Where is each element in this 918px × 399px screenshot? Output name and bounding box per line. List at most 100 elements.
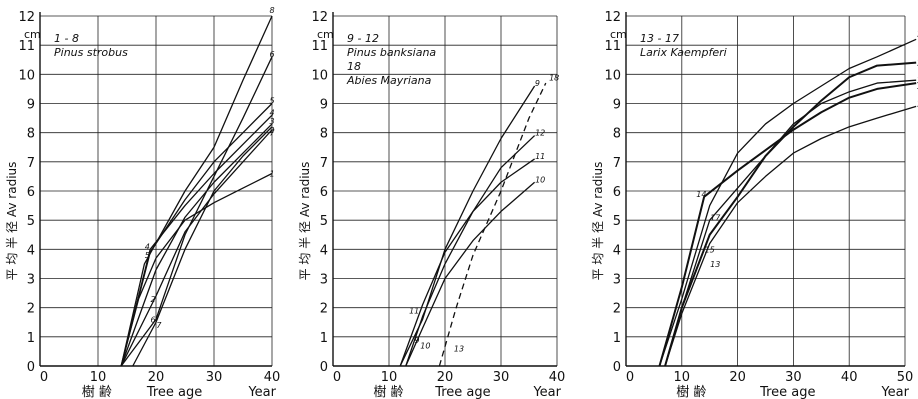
series-label: 3 [269, 117, 274, 126]
series-label: 4 [145, 242, 150, 251]
series-line-11 [399, 158, 535, 367]
y-tick-label: 6 [613, 185, 621, 200]
x-tick-label: 30 [493, 370, 510, 385]
y-axis-label: 平 均 半 径 Av radius [591, 162, 605, 281]
y-tick-label: 5 [613, 214, 621, 229]
chart-title-line: 1 - 8 [54, 32, 79, 45]
y-tick-label: 2 [613, 302, 621, 317]
y-tick-label: 12 [18, 10, 35, 25]
series-line-7 [132, 126, 273, 367]
series-line-14 [658, 82, 917, 367]
y-unit-label: cm [317, 28, 334, 41]
y-tick-label: 8 [27, 127, 35, 142]
x-axis-unit-label: Year [247, 385, 276, 399]
y-tick-label: 9 [320, 98, 328, 113]
y-tick-label: 11 [311, 39, 328, 54]
series-label: 13 [917, 100, 918, 109]
y-unit-label: cm [24, 28, 41, 41]
series-label: 5 [145, 251, 150, 260]
series-label: 6 [269, 50, 274, 59]
chart-title-line: 18 [347, 60, 361, 73]
y-tick-label: 9 [27, 98, 35, 113]
y-tick-label: 10 [18, 68, 35, 83]
x-axis-label: Tree age [146, 385, 202, 399]
series-label: 17 [710, 213, 721, 222]
chart-title-line: 9 - 12 [347, 32, 379, 45]
chart-title-line: Abies Mayriana [346, 74, 432, 87]
series-line-3 [120, 123, 273, 367]
y-tick-label: 3 [613, 273, 621, 288]
y-tick-label: 1 [27, 331, 35, 346]
x-axis-label: Tree age [759, 385, 815, 399]
series-label: 11 [535, 152, 545, 161]
series-line-10 [405, 181, 536, 367]
series-line-4 [120, 114, 273, 367]
series-label: 8 [269, 6, 274, 15]
series-label: 14 [696, 190, 706, 199]
series-label: 15 [705, 245, 715, 254]
x-tick-label: 10 [381, 370, 398, 385]
y-tick-label: 7 [27, 156, 35, 171]
series-line-6 [120, 56, 273, 367]
series-label: 4 [269, 108, 274, 117]
x-tick-label: 10 [674, 370, 691, 385]
y-tick-label: 0 [320, 360, 328, 375]
y-tick-label: 10 [604, 68, 621, 83]
series-label: 10 [535, 175, 545, 184]
y-tick-label: 0 [27, 360, 35, 375]
y-axis-label: 平 均 半 径 Av radius [298, 162, 312, 281]
x-tick-label: 30 [785, 370, 802, 385]
x-tick-label: 40 [841, 370, 858, 385]
series-label: 6 [151, 315, 156, 324]
x-tick-label: 40 [549, 370, 566, 385]
x-tick-label: 40 [264, 370, 281, 385]
y-tick-label: 12 [311, 10, 328, 25]
y-tick-label: 1 [613, 331, 621, 346]
series-label: 2 [269, 126, 274, 135]
series-label: 1 [269, 170, 274, 179]
series-line-2 [120, 129, 273, 367]
x-tick-label: 0 [40, 370, 48, 385]
series-label: 10 [420, 342, 430, 351]
x-axis-unit-label: Year [532, 385, 561, 399]
series-line-13 [438, 82, 547, 367]
series-label: 13 [710, 260, 720, 269]
y-tick-label: 0 [613, 360, 621, 375]
series-label: 16 [917, 30, 918, 39]
series-label: 13 [454, 345, 464, 354]
y-tick-label: 5 [320, 214, 328, 229]
series-label: 11 [409, 307, 419, 316]
y-tick-label: 1 [320, 331, 328, 346]
y-tick-label: 3 [320, 273, 328, 288]
series-label: 2 [151, 295, 156, 304]
y-tick-label: 9 [613, 98, 621, 113]
series-label: 5 [269, 97, 274, 106]
x-tick-label: 10 [90, 370, 107, 385]
y-tick-label: 5 [27, 214, 35, 229]
series-line-17 [664, 79, 917, 367]
x-axis-label-jp: 樹 齢 [82, 385, 112, 399]
chart-title-line: 13 - 17 [640, 32, 679, 45]
y-tick-label: 11 [18, 39, 35, 54]
x-tick-label: 50 [897, 370, 914, 385]
y-tick-label: 2 [27, 302, 35, 317]
x-tick-label: 20 [437, 370, 454, 385]
y-tick-label: 7 [613, 156, 621, 171]
y-tick-label: 6 [320, 185, 328, 200]
series-line-12 [405, 135, 536, 367]
series-label: 14 [917, 82, 918, 91]
x-axis-label: Tree age [434, 385, 490, 399]
y-tick-label: 8 [320, 127, 328, 142]
y-tick-label: 2 [320, 302, 328, 317]
x-tick-label: 0 [626, 370, 634, 385]
series-label: 18 [549, 73, 559, 82]
series-line-16 [658, 38, 917, 367]
y-tick-label: 7 [320, 156, 328, 171]
series-label: 15 [917, 59, 918, 68]
y-axis-label: 平 均 半 径 Av radius [5, 162, 19, 281]
series-label: 7 [269, 129, 275, 138]
y-unit-label: cm [610, 28, 627, 41]
